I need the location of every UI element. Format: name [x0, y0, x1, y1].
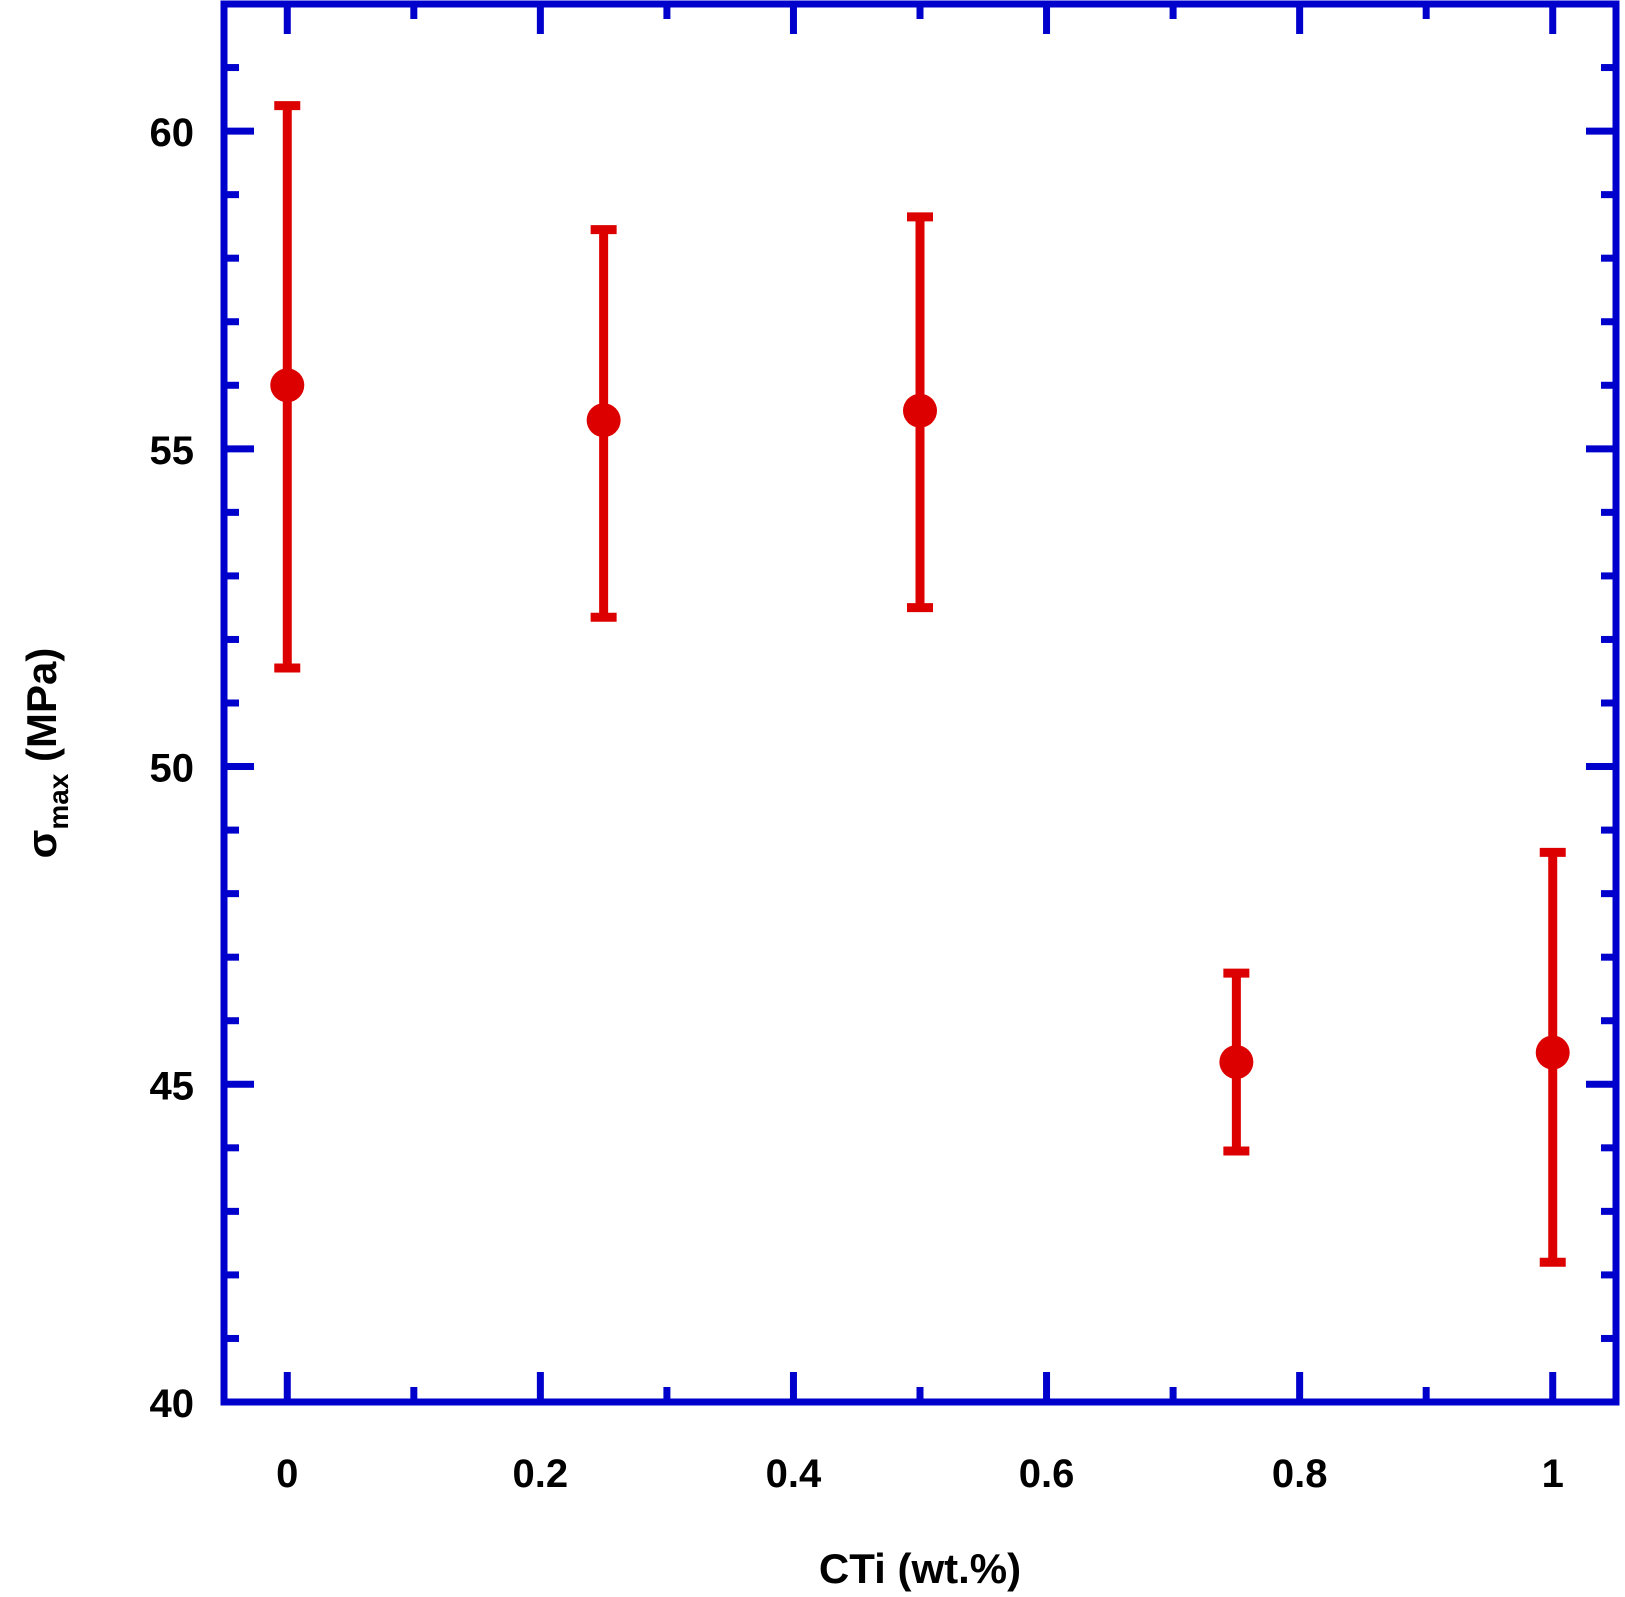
plot-frame: [220, 0, 1620, 1406]
y-tick-label: 40: [150, 1382, 195, 1426]
x-tick-label: 1: [1542, 1452, 1564, 1496]
x-axis-label: CTi (wt.%): [819, 1545, 1021, 1592]
y-tick-labels: 40 45 50 55 60: [150, 111, 195, 1426]
y-tick-label: 45: [150, 1064, 195, 1108]
y-axis-subscript: max: [43, 773, 74, 829]
y-tick-label: 60: [150, 111, 195, 155]
y-tick-label: 55: [150, 429, 195, 473]
x-tick-label: 0.6: [1019, 1452, 1075, 1496]
data-point: [1219, 1045, 1254, 1080]
data-point: [903, 393, 937, 428]
y-axis-label: σmax (MPa): [18, 648, 74, 859]
x-tick-label: 0.4: [766, 1452, 822, 1496]
y-axis-unit: (MPa): [18, 648, 65, 774]
x-tick-label: 0.2: [513, 1452, 569, 1496]
data-point: [1535, 1035, 1570, 1070]
y-tick-label: 50: [150, 747, 195, 791]
data-series: [270, 101, 1570, 1267]
x-tick-label: 0.8: [1272, 1452, 1328, 1496]
y-axis-symbol: σ: [18, 830, 65, 859]
data-point: [586, 403, 621, 438]
data-point: [270, 368, 305, 403]
x-tick-label: 0: [276, 1452, 298, 1496]
x-tick-labels: 0 0.2 0.4 0.6 0.8 1: [276, 1452, 1564, 1496]
